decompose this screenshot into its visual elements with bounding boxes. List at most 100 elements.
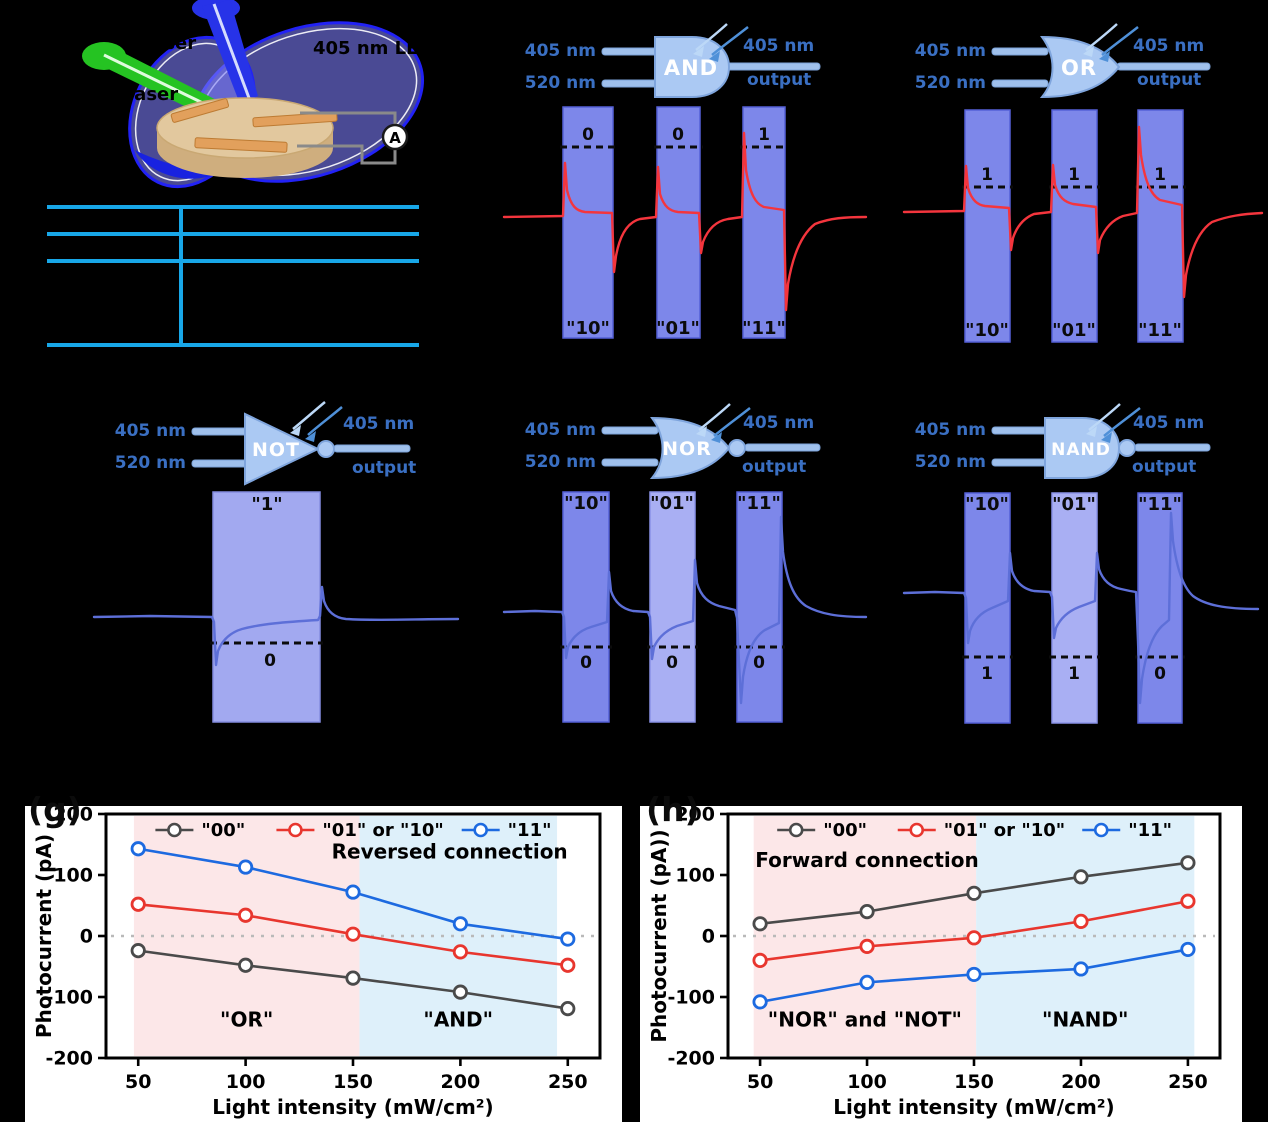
input-line — [191, 427, 249, 436]
and-gate-icon — [654, 36, 731, 98]
led-label: 405 nm — [1133, 413, 1204, 433]
svg-text:200: 200 — [1061, 1071, 1101, 1093]
input-state: "10" — [965, 320, 1009, 341]
nor-gate-panel: 405 nm 520 nm NOR 405 nm output "10" "01… — [502, 403, 868, 723]
svg-text:150: 150 — [333, 1071, 373, 1093]
light-pulse-bar — [1051, 109, 1098, 343]
led-arrowhead-icon — [696, 426, 707, 437]
svg-text:50: 50 — [125, 1071, 151, 1093]
nor-gate-icon — [649, 416, 731, 480]
photocurrent-trace — [902, 511, 1260, 705]
photocurrent-chart-forward: 50 100 150 200 250 -200 -100 0 100 200 "00" "01" or… — [647, 806, 1222, 1119]
svg-text:0: 0 — [702, 926, 715, 948]
input-state: "01" — [650, 493, 694, 514]
svg-text:-100: -100 — [667, 987, 715, 1009]
svg-text:100: 100 — [226, 1071, 266, 1093]
photocurrent-trace — [902, 125, 1264, 299]
svg-text:250: 250 — [1168, 1071, 1208, 1093]
led-label: 405 nm — [743, 413, 814, 433]
electrode-bar — [170, 98, 230, 123]
light-pulse-bar — [964, 492, 1011, 724]
output-bit: 0 — [666, 653, 678, 673]
led-label: 405 nm — [1133, 36, 1204, 56]
device-schematic: A laser laser 405 nm LED — [82, 0, 433, 189]
input-line — [191, 459, 249, 468]
output-line — [1134, 443, 1211, 452]
led-arrow-icon — [292, 401, 326, 430]
output-bit: 0 — [672, 125, 684, 145]
or-gate-panel: 405 nm 520 nm OR 405 nm output 1 1 1 "10… — [902, 23, 1264, 343]
output-line — [726, 62, 821, 71]
input1-label: 405 nm — [915, 41, 986, 61]
electrode-bar — [252, 111, 338, 128]
input-state: "11" — [742, 318, 786, 339]
chart-card-h: 50 100 150 200 250 -200 -100 0 100 200 "00" "01" or… — [640, 806, 1242, 1122]
led-arrow-icon — [711, 26, 749, 56]
led-arrowhead-icon — [709, 51, 720, 62]
led-arrowhead-icon — [1099, 51, 1110, 62]
table-line — [47, 259, 419, 263]
led-arrow-icon — [695, 23, 728, 51]
svg-text:150: 150 — [954, 1071, 994, 1093]
led-arrow-icon — [1101, 26, 1139, 56]
svg-text:Light intensity (mW/cm²): Light intensity (mW/cm²) — [212, 1095, 493, 1119]
gate-name: NOR — [662, 438, 712, 460]
svg-text:"00": "00" — [201, 820, 245, 841]
output-label: output — [1132, 457, 1196, 477]
output-label: output — [742, 457, 806, 477]
led-arrowhead-icon — [693, 46, 704, 57]
chart-card-g: 50 100 150 200 250 -200 -100 0 100 200 "00" "01" or… — [25, 806, 622, 1122]
svg-text:"01" or "10": "01" or "10" — [322, 820, 443, 841]
led-label: 405 nm — [743, 36, 814, 56]
output-bit: 0 — [753, 653, 765, 673]
panel-label-h: (h) — [646, 790, 700, 829]
output-bit: 1 — [981, 165, 993, 185]
output-bit: 1 — [1068, 664, 1080, 684]
table-line — [47, 205, 419, 209]
inverter-bubble-icon — [728, 439, 746, 457]
photocurrent-trace — [502, 131, 868, 312]
led-arrowhead-icon — [305, 431, 316, 442]
led-arrowhead-icon — [711, 432, 722, 443]
led-label: 405 nm — [343, 414, 414, 434]
gate-name: AND — [664, 56, 718, 80]
output-bit: 0 — [582, 125, 594, 145]
input-state: "01" — [1052, 320, 1096, 341]
svg-text:"00": "00" — [823, 820, 867, 841]
svg-text:Light intensity (mW/cm²): Light intensity (mW/cm²) — [833, 1095, 1114, 1119]
output-bit: 1 — [1068, 165, 1080, 185]
input-line — [601, 79, 659, 88]
input-line — [991, 47, 1049, 56]
inverter-bubble-icon — [317, 440, 335, 458]
input-state: "11" — [1138, 320, 1182, 341]
electrode-bar — [194, 137, 288, 153]
input-line — [601, 47, 659, 56]
input-state: "01" — [1052, 494, 1096, 515]
gate-name: OR — [1061, 56, 1097, 80]
input2-label: 520 nm — [115, 453, 186, 473]
not-gate-panel: 405 nm 520 nm NOT 405 nm output "1" 0 — [92, 401, 460, 723]
input2-label: 520 nm — [525, 73, 596, 93]
gate-name: NOT — [252, 439, 300, 461]
led-arrowhead-icon — [1083, 46, 1094, 57]
sample-disc — [156, 97, 338, 178]
input1-label: 405 nm — [525, 420, 596, 440]
svg-text:"11": "11" — [508, 820, 552, 841]
input-line — [991, 79, 1049, 88]
circuit-wire — [297, 111, 397, 165]
input2-label: 520 nm — [915, 73, 986, 93]
input2-label: 520 nm — [915, 452, 986, 472]
led-arrow-icon — [1103, 407, 1141, 437]
laser-label-left: laser — [128, 84, 178, 105]
led-arrow-icon — [307, 406, 343, 436]
svg-text:-200: -200 — [45, 1048, 93, 1070]
inverter-bubble-icon — [1118, 439, 1136, 457]
svg-text:"11": "11" — [1128, 820, 1172, 841]
svg-text:50: 50 — [747, 1071, 773, 1093]
light-pulse-bar — [649, 491, 696, 723]
svg-text:100: 100 — [847, 1071, 887, 1093]
svg-text:100: 100 — [675, 865, 715, 887]
or-gate-icon — [1039, 35, 1121, 99]
not-gate-icon — [244, 412, 321, 486]
